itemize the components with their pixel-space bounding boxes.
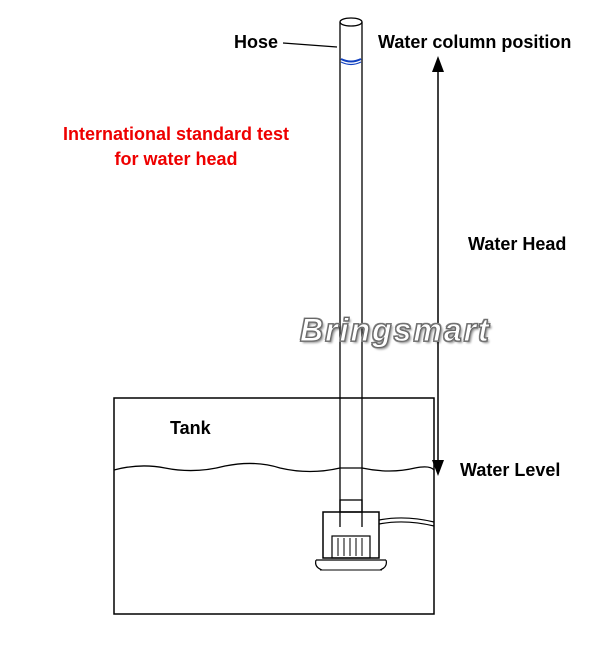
watermark-text: Bringsmart xyxy=(300,312,491,349)
pump xyxy=(316,500,434,570)
water-head-label: Water Head xyxy=(468,234,566,255)
standard-test-line-1: International standard test xyxy=(63,124,289,144)
water-level-line xyxy=(114,463,434,471)
hose-label: Hose xyxy=(234,32,278,53)
water-column-mark xyxy=(341,59,361,62)
hose-label-line xyxy=(283,43,337,47)
water-level-label: Water Level xyxy=(460,460,560,481)
tank-rect xyxy=(114,398,434,614)
standard-test-label: International standard test for water he… xyxy=(46,122,306,172)
standard-test-line-2: for water head xyxy=(114,149,237,169)
hose-top-ellipse xyxy=(340,18,362,26)
water-column-position-label: Water column position xyxy=(378,32,571,53)
tank-label: Tank xyxy=(170,418,211,439)
arrowhead-top xyxy=(432,56,444,72)
